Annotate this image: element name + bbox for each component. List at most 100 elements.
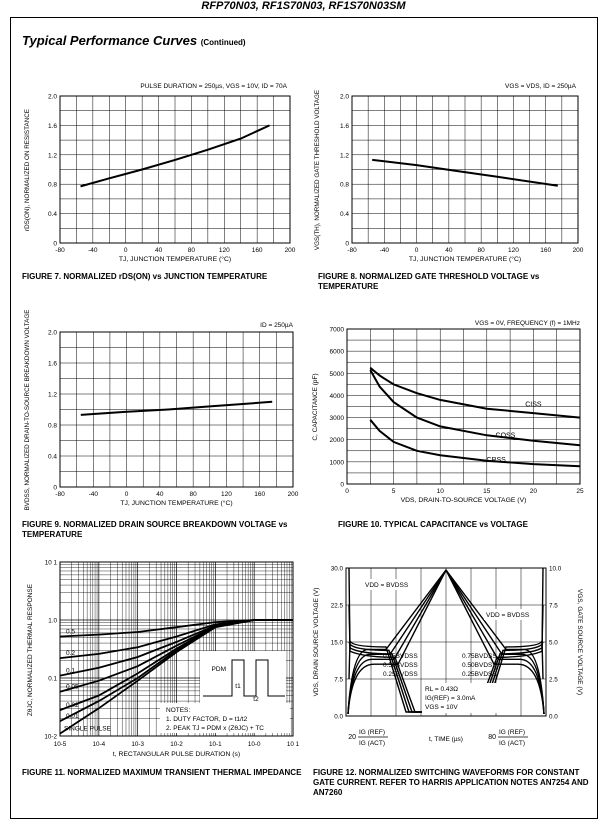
fig11-series-label: 0.05	[66, 684, 79, 691]
fig10-x-tick: 10	[437, 488, 445, 495]
fig8-x-axis-label: TJ, JUNCTION TEMPERATURE (°C)	[409, 255, 521, 263]
fig12-rl-label: RL = 0.43Ω	[425, 686, 458, 693]
fig12-y-right-tick: 5.0	[549, 640, 558, 647]
fig9-x-tick: 0	[125, 491, 129, 498]
fig8-x-tick: -40	[380, 247, 390, 254]
fig10-y-tick: 4000	[330, 393, 345, 400]
fig7-y-tick: 0.8	[48, 182, 57, 189]
fig10-y-tick: 5000	[330, 371, 345, 378]
fig9-x-tick: 80	[190, 491, 198, 498]
fig12-y-right-label: VGS, GATE SOURCE VOLTAGE (V)	[576, 589, 583, 695]
page-frame	[10, 17, 598, 819]
fig7-x-tick: -80	[55, 247, 65, 254]
document-header: RFP70N03, RF1S70N03, RF1S70N03SM	[201, 0, 406, 12]
fig11-y-tick: 0.1	[48, 676, 57, 683]
fig10-y-tick: 3000	[330, 415, 345, 422]
fig10-x-tick: 0	[345, 488, 349, 495]
fig8-x-tick: 80	[478, 247, 486, 254]
fig9-y-tick: 1.2	[48, 392, 57, 399]
fig11-series-label: 0.5	[66, 628, 75, 635]
fig11-y-tick: 10 1	[45, 560, 58, 567]
fig9-y-tick: 2.0	[48, 330, 57, 337]
fig7-y-axis-label: rDS(ON), NORMALIZED ON RESISTANCE	[24, 109, 31, 231]
fig8-x-tick: 120	[508, 247, 519, 254]
fig11-series-6	[59, 619, 293, 735]
fig12-x-right-igact: IG (ACT)	[499, 740, 525, 747]
fig11-pdm-label: PDM	[212, 666, 226, 673]
fig12-label-bg	[363, 579, 417, 590]
fig11-t1-label: t1	[235, 683, 241, 690]
fig10-series-1	[369, 369, 581, 447]
fig12-plot-frame	[345, 567, 547, 717]
figure-9-caption: FIGURE 9. NORMALIZED DRAIN SOURCE BREAKD…	[22, 520, 288, 539]
fig11-pulse-waveform	[203, 659, 285, 697]
fig10-y-tick: 1000	[330, 459, 345, 466]
fig7-x-tick: 200	[285, 247, 296, 254]
fig8-x-tick: -80	[347, 247, 357, 254]
fig10-x-tick: 15	[483, 488, 491, 495]
fig12-x-axis-label: t, TIME (µs)	[429, 736, 463, 743]
fig10-y-tick: 6000	[330, 349, 345, 356]
fig12-vgs-label: VGS = 10V	[425, 704, 458, 711]
fig10-series-2	[369, 419, 581, 468]
fig12-y-right-tick: 7.5	[549, 603, 558, 610]
fig9-y-tick: 0.4	[48, 454, 57, 461]
fig7-x-tick: 120	[219, 247, 230, 254]
fig12-y-left-tick: 15.0	[331, 640, 344, 647]
fig11-series-label: 0.2	[66, 650, 75, 657]
fig9-x-tick: 40	[156, 491, 164, 498]
fig9-y-axis-label: BVDSS, NORMALIZED DRAIN-TO-SOURCE BREAKD…	[24, 310, 31, 511]
fig11-y-tick: 1.0	[48, 618, 57, 625]
fig9-y-tick: 0	[53, 485, 57, 492]
fig10-series-0	[369, 367, 581, 419]
fig9-x-tick: -40	[89, 491, 99, 498]
fig8-x-tick: 160	[540, 247, 551, 254]
fig8-y-tick: 2.0	[340, 94, 349, 101]
section-title-text: Typical Performance Curves	[22, 33, 198, 48]
fig11-x-tick: 10-3	[131, 741, 144, 748]
fig12-left-level-label-2: 0.25BVDSS	[383, 671, 418, 678]
fig12-right-level-label-2: 0.25BVDSS	[462, 671, 497, 678]
fig11-note-2: 2. PEAK TJ = PDM x (ZθJC) + TC	[166, 725, 264, 732]
fig12-y-left-tick: 7.5	[334, 677, 343, 684]
fig10-y-tick: 7000	[330, 327, 345, 334]
fig12-y-right-tick: 2.5	[549, 677, 558, 684]
fig12-vgs-waveform-3	[347, 569, 545, 715]
fig11-series-label: 0.02	[66, 702, 79, 709]
fig12-x-left-number: 20	[348, 734, 356, 741]
fig12-y-right-tick: 0.0	[549, 714, 558, 721]
fig7-y-tick: 2.0	[48, 94, 57, 101]
fig7-y-tick: 1.2	[48, 152, 57, 159]
fig7-condition: PULSE DURATION = 250µs, VGS = 10V, ID = …	[140, 83, 287, 90]
fig8-x-tick: 200	[573, 247, 584, 254]
fig9-y-tick: 0.8	[48, 423, 57, 430]
fig12-params-bg	[422, 683, 502, 713]
fig11-inset-background	[200, 651, 286, 703]
fig10-x-tick: 20	[530, 488, 538, 495]
fig11-notes-title: NOTES:	[166, 707, 190, 714]
fig12-right-level-label-0: 0.75BVDSS	[462, 653, 497, 660]
fig10-series-label: CISS	[525, 402, 542, 409]
fig10-plot-frame	[346, 328, 581, 485]
fig7-x-axis-label: TJ, JUNCTION TEMPERATURE (°C)	[119, 255, 231, 263]
fig10-x-tick: 25	[576, 488, 584, 495]
fig11-x-tick: 10-1	[209, 741, 222, 748]
fig12-x-left-igref: IG (REF)	[359, 729, 385, 736]
fig12-vdd-left-label: VDD = BVDSS	[365, 582, 409, 589]
fig7-y-tick: 1.6	[48, 123, 57, 130]
fig10-x-tick: 5	[392, 488, 396, 495]
figure-10-caption: FIGURE 10. TYPICAL CAPACITANCE vs VOLTAG…	[338, 520, 528, 529]
fig7-x-tick: 80	[188, 247, 196, 254]
fig8-x-tick: 0	[415, 247, 419, 254]
fig7-series-0	[80, 124, 270, 188]
fig11-x-tick: 10-2	[170, 741, 183, 748]
fig10-series-label: COSS	[496, 433, 516, 440]
fig12-x-right-number: 80	[488, 734, 496, 741]
fig12-vdd-right-label: VDD = BVDSS	[486, 612, 530, 619]
fig11-t2-label: t2	[253, 696, 259, 703]
fig7-x-tick: 160	[252, 247, 263, 254]
fig12-x-right-igref: IG (REF)	[499, 729, 525, 736]
fig12-y-left-tick: 0.0	[334, 714, 343, 721]
fig8-plot-frame	[351, 95, 579, 244]
fig12-y-left-tick: 22.5	[331, 603, 344, 610]
